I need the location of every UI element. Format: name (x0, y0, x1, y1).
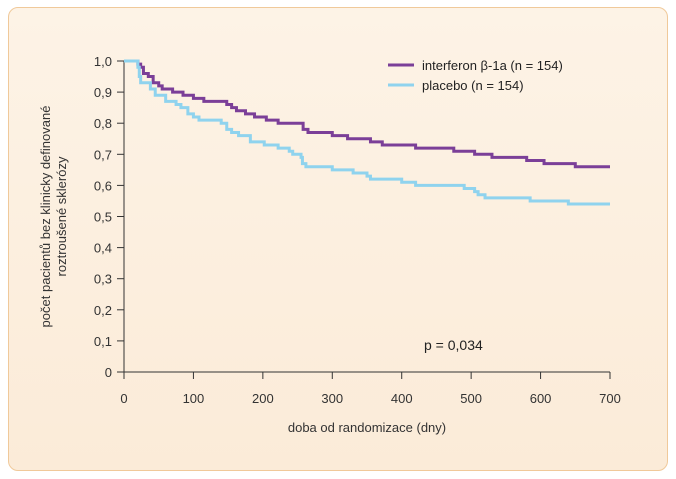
y-tick-label: 0,3 (94, 272, 112, 287)
y-tick-label: 0,8 (94, 116, 112, 131)
p-value-annotation: p = 0,034 (424, 337, 483, 353)
x-tick-label: 300 (321, 391, 343, 406)
series-line-2 (124, 59, 610, 206)
legend-label-2: placebo (n = 154) (422, 78, 524, 93)
x-tick-label: 700 (599, 391, 621, 406)
x-tick-label: 600 (530, 391, 552, 406)
y-tick-label: 0,9 (94, 85, 112, 100)
chart-panel (8, 7, 668, 471)
legend-label-1: interferon β-1a (n = 154) (422, 58, 563, 73)
y-tick-label: 0,1 (94, 334, 112, 349)
y-tick-label: 0,5 (94, 210, 112, 225)
y-axis-title-line1: počet pacientů bez klinicky definované (38, 106, 53, 328)
y-tick-label: 0,6 (94, 178, 112, 193)
y-tick-label: 1,0 (94, 54, 112, 69)
legend: interferon β-1a (n = 154) placebo (n = 15… (388, 58, 563, 93)
x-tick-label: 0 (120, 391, 127, 406)
series-line-1 (124, 59, 610, 169)
x-tick-label: 400 (391, 391, 413, 406)
y-tick-label: 0 (105, 365, 112, 380)
y-tick-label: 0,4 (94, 241, 112, 256)
y-tick-label: 0,2 (94, 303, 112, 318)
y-tick-label: 0,7 (94, 147, 112, 162)
x-axis-title: doba od randomizace (dny) (288, 420, 446, 435)
y-axis-title-line2: roztroušené sklerózy (54, 156, 69, 276)
x-tick-label: 100 (183, 391, 205, 406)
x-tick-label: 200 (252, 391, 274, 406)
x-tick-label: 500 (460, 391, 482, 406)
